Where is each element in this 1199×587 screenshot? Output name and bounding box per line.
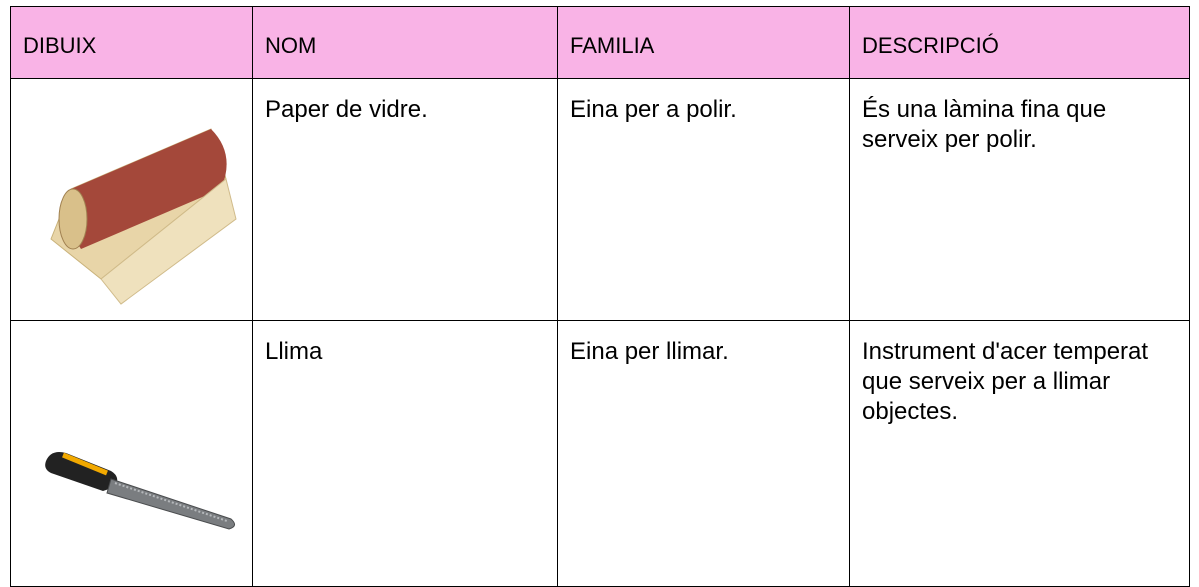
header-cell: FAMILIA [557,6,850,79]
header-cell: DESCRIPCIÓ [849,6,1190,79]
description-cell: És una làmina fina que serveix per polir… [849,78,1190,321]
description-cell: Instrument d'acer temperat que serveix p… [849,320,1190,587]
header-cell: DIBUIX [10,6,253,79]
name-cell: Paper de vidre. [252,78,558,321]
name-cell: Llima [252,320,558,587]
family-cell: Eina per llimar. [557,320,850,587]
table-row: Paper de vidre. Eina per a polir. És una… [10,78,1190,321]
header-row: DIBUIX NOM FAMILIA DESCRIPCIÓ [10,6,1190,79]
image-cell [10,320,253,587]
image-cell [10,78,253,321]
table-row: Llima Eina per llimar. Instrument d'acer… [10,320,1190,587]
header-cell: NOM [252,6,558,79]
tools-table: DIBUIX NOM FAMILIA DESCRIPCIÓ Paper de v… [10,6,1190,587]
family-cell: Eina per a polir. [557,78,850,321]
sandpaper-image [50,128,237,305]
file-image [45,452,235,530]
